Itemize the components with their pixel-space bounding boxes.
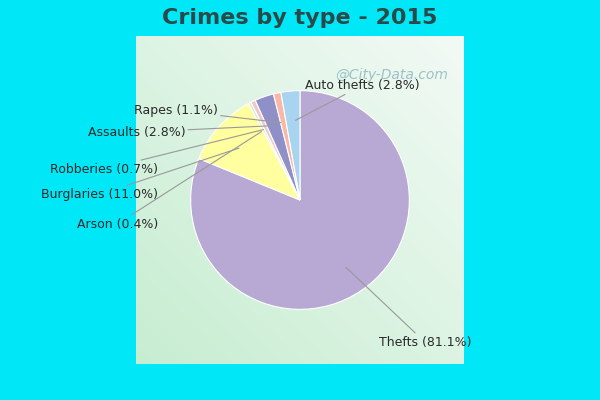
Text: Assaults (2.8%): Assaults (2.8%) <box>88 126 271 139</box>
Text: Crimes by type - 2015: Crimes by type - 2015 <box>163 8 437 28</box>
Text: Arson (0.4%): Arson (0.4%) <box>77 132 262 230</box>
Wedge shape <box>191 91 409 309</box>
Text: Robberies (0.7%): Robberies (0.7%) <box>50 130 263 176</box>
Text: Rapes (1.1%): Rapes (1.1%) <box>134 104 281 123</box>
Wedge shape <box>251 100 300 200</box>
Wedge shape <box>281 91 300 200</box>
Wedge shape <box>274 92 300 200</box>
Wedge shape <box>248 102 300 200</box>
Text: Auto thefts (2.8%): Auto thefts (2.8%) <box>296 79 420 120</box>
Text: @City-Data.com: @City-Data.com <box>335 68 448 82</box>
Wedge shape <box>255 94 300 200</box>
Text: Thefts (81.1%): Thefts (81.1%) <box>346 267 471 349</box>
Text: Burglaries (11.0%): Burglaries (11.0%) <box>41 148 239 201</box>
Wedge shape <box>199 104 300 200</box>
